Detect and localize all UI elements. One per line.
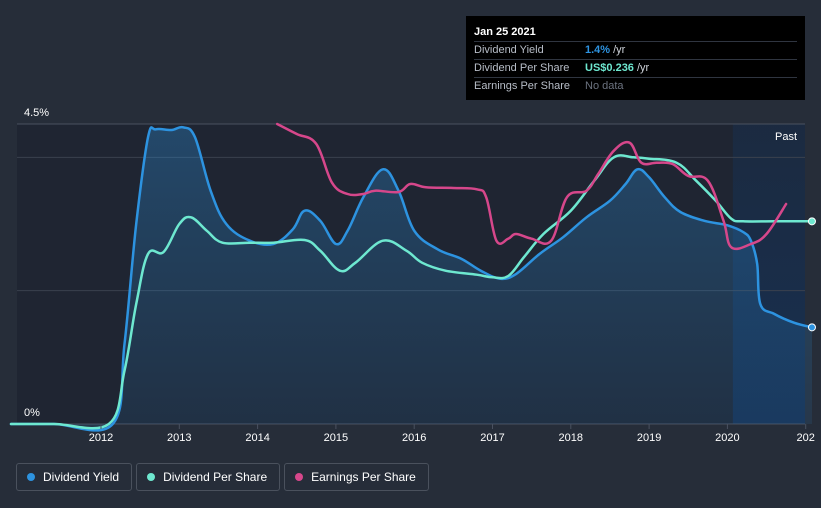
x-tick-label: 2017	[480, 432, 504, 444]
x-tick-label: 2013	[167, 432, 191, 444]
x-tick-label: 2015	[324, 432, 348, 444]
x-tick-label: 2016	[402, 432, 426, 444]
line-dividend-per-share	[9, 154, 814, 430]
legend-label: Dividend Per Share	[163, 470, 268, 484]
tooltip-label: Earnings Per Share	[474, 80, 570, 92]
legend-label: Dividend Yield	[43, 470, 120, 484]
legend-dot	[295, 473, 304, 481]
x-tick-label: 2012	[89, 432, 113, 444]
tooltip: Jan 25 2021 Dividend Yield 1.4% /yr Divi…	[466, 16, 805, 100]
tooltip-row-dividend-per-share: Dividend Per Share US$0.236 /yr	[474, 59, 797, 77]
past-label: Past	[775, 131, 797, 143]
tooltip-unit: /yr	[636, 62, 650, 74]
tooltip-row-dividend-yield: Dividend Yield 1.4% /yr	[474, 41, 797, 59]
x-tick-label: 2014	[245, 432, 269, 444]
tooltip-unit: /yr	[613, 44, 626, 56]
line-dividend-yield	[9, 125, 814, 432]
y-axis-bottom-label: 0%	[24, 407, 40, 419]
end-marker-dividend-yield	[807, 323, 816, 332]
tooltip-value: 1.4%	[585, 44, 611, 56]
tooltip-row-earnings-per-share: Earnings Per Share No data	[474, 77, 797, 95]
tooltip-label: Dividend Yield	[474, 44, 544, 56]
y-axis-top-label: 4.5%	[24, 107, 49, 119]
legend: Dividend Yield Dividend Per Share Earnin…	[16, 463, 429, 491]
tooltip-value: US$0.236	[585, 62, 634, 74]
area-dividend-yield	[11, 127, 812, 431]
legend-item-dividend-per-share[interactable]: Dividend Per Share	[136, 463, 281, 491]
x-tick-label: 202	[797, 432, 815, 444]
end-marker-dividend-per-share	[807, 217, 816, 226]
tooltip-label: Dividend Per Share	[474, 62, 570, 74]
x-tick-label: 2018	[559, 432, 583, 444]
tooltip-value: No data	[585, 80, 624, 92]
legend-dot	[147, 473, 156, 481]
legend-item-dividend-yield[interactable]: Dividend Yield	[16, 463, 133, 491]
x-tick-label: 2019	[637, 432, 661, 444]
line-earnings-per-share	[275, 122, 788, 251]
legend-dot	[27, 473, 35, 481]
legend-item-earnings-per-share[interactable]: Earnings Per Share	[284, 463, 429, 491]
x-tick-label: 2020	[715, 432, 739, 444]
tooltip-date: Jan 25 2021	[474, 26, 536, 38]
legend-label: Earnings Per Share	[311, 470, 416, 484]
